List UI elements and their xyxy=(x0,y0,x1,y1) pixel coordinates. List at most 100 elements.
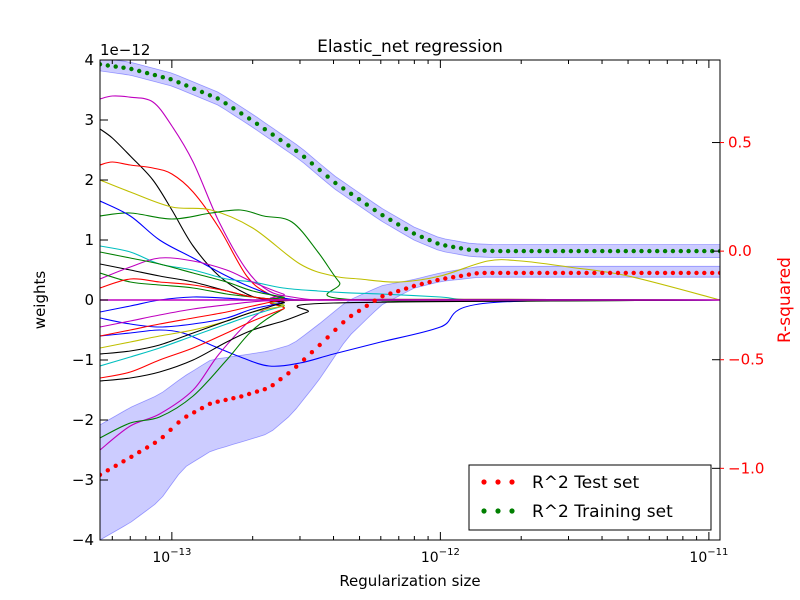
point-r-2-test-set xyxy=(717,270,720,276)
point-r-2-test-set xyxy=(348,313,354,319)
point-r-2-test-set xyxy=(192,410,197,415)
point-r-2-training-set xyxy=(239,111,244,116)
point-r-2-test-set xyxy=(451,275,456,280)
point-r-2-test-set xyxy=(670,270,676,276)
left-y-axis-ticks: 4 3 2 1 0 −1 −2 −3 −4 xyxy=(72,51,108,549)
x-tick-label: 10−13 xyxy=(152,547,191,566)
point-r-2-test-set xyxy=(270,383,275,388)
point-r-2-training-set xyxy=(702,248,707,254)
point-r-2-test-set xyxy=(309,350,315,355)
point-r-2-training-set xyxy=(615,248,621,254)
legend: R^2 Test set R^2 Training set xyxy=(468,464,712,531)
point-r-2-test-set xyxy=(615,270,621,276)
point-r-2-training-set xyxy=(655,248,660,254)
point-r-2-test-set xyxy=(686,270,691,276)
left-y-axis-label: weights xyxy=(31,271,49,330)
point-r-2-training-set xyxy=(411,231,417,236)
point-r-2-test-set xyxy=(647,270,652,276)
left-y-tick-label: −2 xyxy=(72,411,94,429)
point-r-2-test-set xyxy=(592,270,597,276)
left-y-tick-label: 0 xyxy=(84,291,94,309)
point-r-2-training-set xyxy=(458,246,464,251)
point-r-2-training-set xyxy=(301,154,307,159)
point-r-2-training-set xyxy=(568,248,574,254)
point-r-2-training-set xyxy=(207,93,213,98)
right-y-tick-label: −0.5 xyxy=(728,351,764,369)
point-r-2-test-set xyxy=(498,270,503,276)
point-r-2-training-set xyxy=(294,148,299,153)
left-y-tick-label: 4 xyxy=(84,51,94,69)
point-r-2-training-set xyxy=(686,248,691,254)
point-r-2-test-set xyxy=(521,270,526,276)
point-r-2-training-set xyxy=(639,248,644,254)
point-r-2-test-set xyxy=(239,394,244,399)
point-r-2-test-set xyxy=(576,270,581,276)
left-y-tick-label: −1 xyxy=(72,351,94,369)
point-r-2-training-set xyxy=(419,234,424,240)
point-r-2-training-set xyxy=(144,70,150,76)
point-r-2-test-set xyxy=(176,420,181,425)
point-r-2-test-set xyxy=(215,399,220,404)
point-r-2-training-set xyxy=(553,248,558,254)
point-r-2-test-set xyxy=(129,454,134,459)
point-r-2-test-set xyxy=(678,270,683,276)
left-y-tick-label: 1 xyxy=(84,231,94,249)
point-r-2-training-set xyxy=(466,247,472,252)
point-r-2-training-set xyxy=(584,248,589,254)
point-r-2-training-set xyxy=(231,106,236,111)
x-tick-label: 10−11 xyxy=(689,547,728,566)
point-r-2-training-set xyxy=(254,121,260,127)
point-r-2-test-set xyxy=(490,270,495,276)
point-r-2-training-set xyxy=(678,248,683,254)
point-r-2-training-set xyxy=(474,248,479,253)
point-r-2-training-set xyxy=(286,143,291,148)
point-r-2-test-set xyxy=(396,288,401,294)
point-r-2-training-set xyxy=(215,96,220,101)
point-r-2-training-set xyxy=(129,66,134,72)
point-r-2-test-set xyxy=(474,271,479,276)
point-r-2-test-set xyxy=(278,377,283,382)
legend-label-r-2-training-set: R^2 Training set xyxy=(532,502,673,522)
point-r-2-test-set xyxy=(333,327,338,332)
legend-marker-r-2-training-set xyxy=(509,508,515,514)
right-y-tick-label: 0.0 xyxy=(728,242,752,260)
point-r-2-training-set xyxy=(607,248,613,254)
point-r-2-training-set xyxy=(199,89,205,95)
legend-marker-r-2-test-set xyxy=(509,479,515,485)
right-y-axis-label: R-squared xyxy=(775,257,795,343)
point-r-2-training-set xyxy=(262,127,267,132)
point-r-2-test-set xyxy=(710,270,715,276)
left-y-tick-label: 3 xyxy=(84,111,94,129)
chart-title: Elastic_net regression xyxy=(317,37,503,57)
point-r-2-training-set xyxy=(246,116,252,121)
point-r-2-training-set xyxy=(380,213,385,218)
point-r-2-test-set xyxy=(325,335,330,340)
point-r-2-training-set xyxy=(113,64,118,69)
point-r-2-training-set xyxy=(348,191,354,196)
band-r-2-training-set xyxy=(100,60,720,258)
point-r-2-test-set xyxy=(380,294,385,299)
point-r-2-test-set xyxy=(443,276,448,281)
left-y-tick-label: −4 xyxy=(72,531,94,549)
legend-marker-r-2-test-set xyxy=(495,479,501,485)
point-r-2-training-set xyxy=(278,137,283,143)
point-r-2-training-set xyxy=(490,248,495,254)
point-r-2-training-set xyxy=(576,248,581,254)
x-axis-label: Regularization size xyxy=(339,572,480,590)
point-r-2-test-set xyxy=(600,270,605,276)
point-r-2-test-set xyxy=(160,434,165,440)
point-r-2-test-set xyxy=(231,396,236,401)
point-r-2-training-set xyxy=(372,207,377,213)
point-r-2-test-set xyxy=(121,459,126,464)
point-r-2-training-set xyxy=(176,80,181,85)
point-r-2-test-set xyxy=(694,270,699,276)
point-r-2-test-set xyxy=(466,272,472,277)
point-r-2-training-set xyxy=(270,132,275,137)
point-r-2-training-set xyxy=(427,237,432,243)
point-r-2-test-set xyxy=(137,449,142,455)
point-r-2-test-set xyxy=(246,391,252,397)
legend-label-r-2-test-set: R^2 Test set xyxy=(532,473,639,493)
point-r-2-test-set xyxy=(411,283,417,289)
point-r-2-training-set xyxy=(100,62,103,67)
